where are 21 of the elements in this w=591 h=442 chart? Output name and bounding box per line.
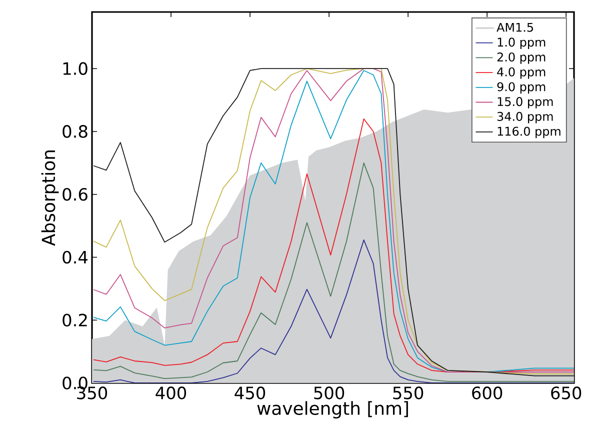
legend-label: 9.0 ppm [497,82,546,94]
x-axis-title: wavelength [nm] [257,401,408,419]
x-tick-label: 500 [314,386,344,400]
x-tick-label: 450 [234,386,266,400]
legend-label: 1.0 ppm [498,38,546,50]
y-tick-label: 1.0 [63,62,88,75]
legend-label: 15.0 ppm [498,97,553,108]
y-axis-title: Absorption [41,150,59,246]
y-tick-label: 0.6 [62,188,88,201]
legend-label: 4.0 ppm [497,67,546,79]
x-tick-label: 650 [551,386,582,400]
legend-label: AM1.5 [496,22,533,32]
x-tick-label: 550 [393,386,424,400]
y-tick-label: 0.8 [62,125,88,138]
legend-label: 116.0 ppm [498,126,560,138]
legend-label: 34.0 ppm [497,112,553,124]
x-tick-label: 600 [472,386,502,400]
x-tick-label: 400 [156,386,186,400]
y-tick-label: 0.2 [62,314,87,327]
legend-label: 2.0 ppm [497,52,546,64]
y-tick-label: 0.4 [62,250,88,264]
